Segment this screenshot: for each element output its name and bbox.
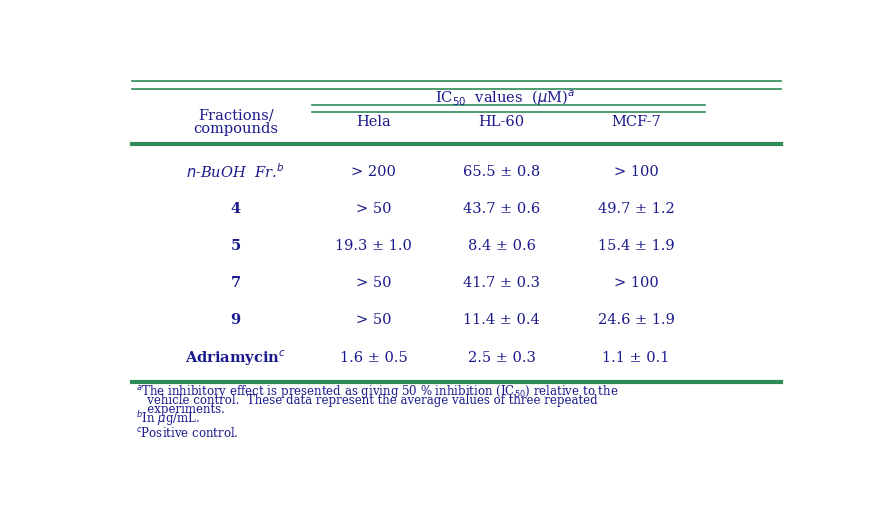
Text: 4: 4 xyxy=(231,202,241,216)
Text: > 50: > 50 xyxy=(356,202,391,216)
Text: HL-60: HL-60 xyxy=(478,115,525,129)
Text: MCF-7: MCF-7 xyxy=(611,115,661,129)
Text: Hela: Hela xyxy=(356,115,391,129)
Text: > 100: > 100 xyxy=(614,165,658,179)
Text: experiments.: experiments. xyxy=(135,402,225,416)
Text: 43.7 ± 0.6: 43.7 ± 0.6 xyxy=(463,202,540,216)
Text: 15.4 ± 1.9: 15.4 ± 1.9 xyxy=(598,239,674,253)
Text: Adriamycin$^c$: Adriamycin$^c$ xyxy=(185,348,286,368)
Text: 49.7 ± 1.2: 49.7 ± 1.2 xyxy=(598,202,674,216)
Text: 9: 9 xyxy=(231,313,241,328)
Text: 24.6 ± 1.9: 24.6 ± 1.9 xyxy=(598,313,674,328)
Text: compounds: compounds xyxy=(193,122,278,136)
Text: 8.4 ± 0.6: 8.4 ± 0.6 xyxy=(468,239,535,253)
Text: > 200: > 200 xyxy=(351,165,396,179)
Text: 1.1 ± 0.1: 1.1 ± 0.1 xyxy=(602,351,670,365)
Text: IC$_{50}$  values  ($\mu$M)$^a$: IC$_{50}$ values ($\mu$M)$^a$ xyxy=(435,89,575,108)
Text: $^a$The inhibitory effect is presented as giving 50 % inhibition (IC$_{50}$) rel: $^a$The inhibitory effect is presented a… xyxy=(135,383,618,400)
Text: $^c$Positive control.: $^c$Positive control. xyxy=(135,427,238,440)
Text: > 100: > 100 xyxy=(614,276,658,290)
Text: vehicle control.  These data represent the average values of three repeated: vehicle control. These data represent th… xyxy=(135,394,597,407)
Text: 11.4 ± 0.4: 11.4 ± 0.4 xyxy=(463,313,540,328)
Text: Fractions/: Fractions/ xyxy=(198,108,274,122)
Text: 2.5 ± 0.3: 2.5 ± 0.3 xyxy=(468,351,535,365)
Text: 7: 7 xyxy=(231,276,241,290)
Text: 19.3 ± 1.0: 19.3 ± 1.0 xyxy=(335,239,413,253)
Text: 5: 5 xyxy=(231,239,241,253)
Text: 65.5 ± 0.8: 65.5 ± 0.8 xyxy=(463,165,540,179)
Text: 1.6 ± 0.5: 1.6 ± 0.5 xyxy=(339,351,408,365)
Text: > 50: > 50 xyxy=(356,313,391,328)
Text: 41.7 ± 0.3: 41.7 ± 0.3 xyxy=(463,276,540,290)
Text: > 50: > 50 xyxy=(356,276,391,290)
Text: $^b$In $\mu$g/mL.: $^b$In $\mu$g/mL. xyxy=(135,409,200,428)
Text: $n$-BuOH  Fr.$^b$: $n$-BuOH Fr.$^b$ xyxy=(186,162,285,181)
